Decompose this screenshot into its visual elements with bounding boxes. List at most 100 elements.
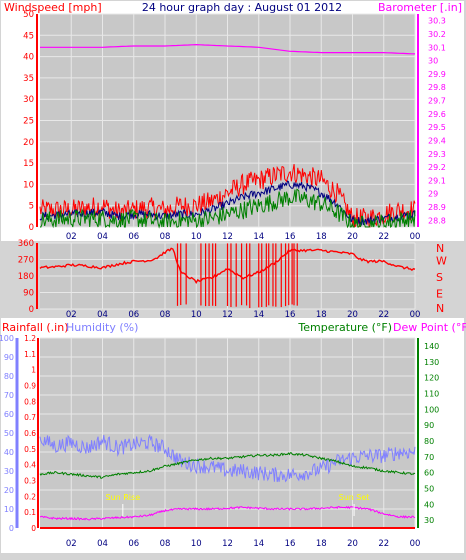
rainfall-tick-label: 1: [31, 366, 36, 375]
compass-label: S: [436, 271, 443, 284]
temperature-tick-label: 140: [424, 342, 439, 351]
barometer-tick-label: 30.3: [428, 17, 446, 26]
temperature-tick-label: 100: [424, 405, 439, 414]
compass-label: N: [436, 242, 444, 255]
panel2-x-tick-label: 12: [222, 310, 233, 320]
direction-tick-label: 180: [18, 272, 34, 282]
windspeed-tick-label: 35: [23, 74, 34, 84]
barometer-tick-label: 29.6: [428, 110, 446, 119]
panel3-grid: [40, 337, 416, 529]
barometer-series-line: [40, 43, 416, 55]
rainfall-tick-label: 0.1: [24, 508, 36, 517]
average-series-line: [39, 180, 416, 227]
windspeed-tick-label: 25: [23, 117, 34, 127]
direction-tick-label: 360: [18, 239, 34, 249]
windspeed-tick-label: 45: [23, 31, 34, 41]
panel2-x-tick-label: 22: [378, 310, 389, 320]
barometer-tick-label: 29.4: [428, 136, 446, 145]
wind-series-line: [40, 188, 416, 229]
panel2-x-tick-label: 14: [253, 310, 264, 320]
panel1-x-tick-label: 20: [347, 232, 358, 242]
panel2-x-tick-label: 00: [410, 310, 421, 320]
compass-label: W: [436, 255, 447, 268]
humidity-tick-label: 10: [4, 505, 14, 514]
rainfall-tick-label: 0: [31, 524, 36, 533]
direction-tick-label: 270: [18, 256, 34, 266]
humidity-tick-label: 50: [4, 429, 14, 438]
windspeed-tick-label: 50: [23, 10, 34, 20]
humidity-tick-label: 0: [9, 524, 14, 533]
barometer-tick-label: 29.7: [428, 97, 446, 106]
panel3-x-tick-label: 04: [97, 539, 108, 549]
windspeed-tick-label: 40: [23, 53, 34, 63]
rainfall-tick-label: 0.5: [24, 445, 36, 454]
direction-tick-label: 90: [23, 289, 34, 299]
panel3-x-tick-label: 18: [316, 539, 327, 549]
direction-tick-label: 0: [29, 305, 34, 315]
panel3-x-tick-label: 08: [160, 539, 171, 549]
rainfall-axis-label: Rainfall (.in): [2, 321, 69, 334]
humidity-tick-label: 60: [4, 410, 14, 419]
barometer-tick-label: 29.1: [428, 176, 446, 185]
rainfall-tick-label: 0.9: [24, 382, 36, 391]
humidity-axis-label: Humidity (%): [66, 321, 138, 334]
temperature-tick-label: 40: [424, 500, 434, 509]
panel3-x-tick-label: 22: [378, 539, 389, 549]
panel1-x-tick-label: 00: [410, 232, 421, 242]
windspeed-tick-label: 30: [23, 95, 34, 105]
barometer-tick-label: 30: [428, 57, 438, 66]
barometer-tick-label: 29.2: [428, 163, 446, 172]
sun-event-label: Sun Rise: [105, 493, 140, 502]
temperature-tick-label: 120: [424, 374, 439, 383]
temperature-tick-label: 80: [424, 437, 434, 446]
barometer-tick-label: 30.2: [428, 30, 446, 39]
humidity-tick-label: 20: [4, 486, 14, 495]
temperature-tick-label: 30: [424, 516, 434, 525]
panel2-series: [39, 243, 416, 309]
panel2-x-tick-label: 20: [347, 310, 358, 320]
rainfall-tick-label: 0.6: [24, 429, 36, 438]
panel3-series: Sun Rise Sun Set: [39, 434, 416, 529]
panel2-x-tick-label: 02: [66, 310, 77, 320]
panel3-x-tick-label: 12: [222, 539, 233, 549]
rainfall-tick-label: 0.2: [24, 492, 36, 501]
barometer-tick-label: 29.5: [428, 123, 446, 132]
barometer-tick-label: 30.1: [428, 43, 446, 52]
panel3-x-tick-label: 14: [253, 539, 264, 549]
panel3-axes: 010203040506070809010000.10.20.30.40.50.…: [0, 334, 439, 549]
humidity-tick-label: 100: [0, 334, 14, 343]
panel1-x-tick-label: 18: [316, 232, 327, 242]
panel2-x-tick-label: 10: [191, 310, 202, 320]
panel2-x-tick-label: 18: [316, 310, 327, 320]
rainfall-tick-label: 0.3: [24, 477, 36, 486]
panel2-x-tick-label: 16: [285, 310, 296, 320]
panel1-series: [39, 43, 416, 229]
panel1-x-tick-label: 02: [66, 232, 77, 242]
panel1-x-tick-label: 04: [97, 232, 108, 242]
humidity-series-line: [39, 434, 416, 483]
humidity-tick-label: 70: [4, 391, 14, 400]
temperature-tick-label: 60: [424, 469, 434, 478]
humidity-tick-label: 30: [4, 467, 14, 476]
panel3-x-tick-label: 02: [66, 539, 77, 549]
panel1-axes: 0 5 10 15 20 25 30 35 40 45 50 28.8 28.9 29 29.1 29.2 29…: [23, 10, 446, 242]
temperature-tick-label: 50: [424, 484, 434, 493]
barometer-tick-label: 29.3: [428, 150, 446, 159]
humidity-tick-label: 40: [4, 448, 14, 457]
temperature-tick-label: 90: [424, 421, 434, 430]
temperature-tick-label: 130: [424, 358, 439, 367]
temperature-axis-label: Temperature (°F): [297, 321, 392, 334]
compass-label: E: [436, 288, 443, 301]
barometer-tick-label: 28.9: [428, 203, 446, 212]
panel1-x-tick-label: 22: [378, 232, 389, 242]
rainfall-tick-label: 1.1: [24, 350, 36, 359]
panel1-x-tick-label: 10: [191, 232, 202, 242]
dewpoint-series-line: [39, 505, 416, 521]
barometer-tick-label: 28.8: [428, 216, 446, 225]
humidity-tick-label: 90: [4, 353, 14, 362]
panel1-x-tick-label: 16: [285, 232, 296, 242]
panel1-grid: [40, 13, 416, 228]
temperature-tick-label: 110: [424, 389, 439, 398]
